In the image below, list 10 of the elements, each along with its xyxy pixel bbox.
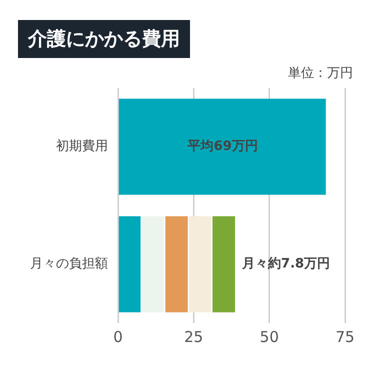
data-label: 月々約7.8万円 (241, 256, 330, 272)
text: 単位：万円 (288, 65, 353, 82)
data-label: 平均69万円 (186, 139, 258, 154)
x-tick-label: 0 (113, 328, 123, 346)
x-tick-label: 25 (184, 328, 204, 346)
x-tick-label: 75 (335, 328, 355, 346)
y-tick-label: 初期費用 (56, 139, 108, 154)
chart-title: 介護にかかる費用 (18, 20, 190, 58)
x-tick-label: 50 (260, 328, 279, 346)
y-tick-label: 月々の負担額 (30, 256, 108, 272)
